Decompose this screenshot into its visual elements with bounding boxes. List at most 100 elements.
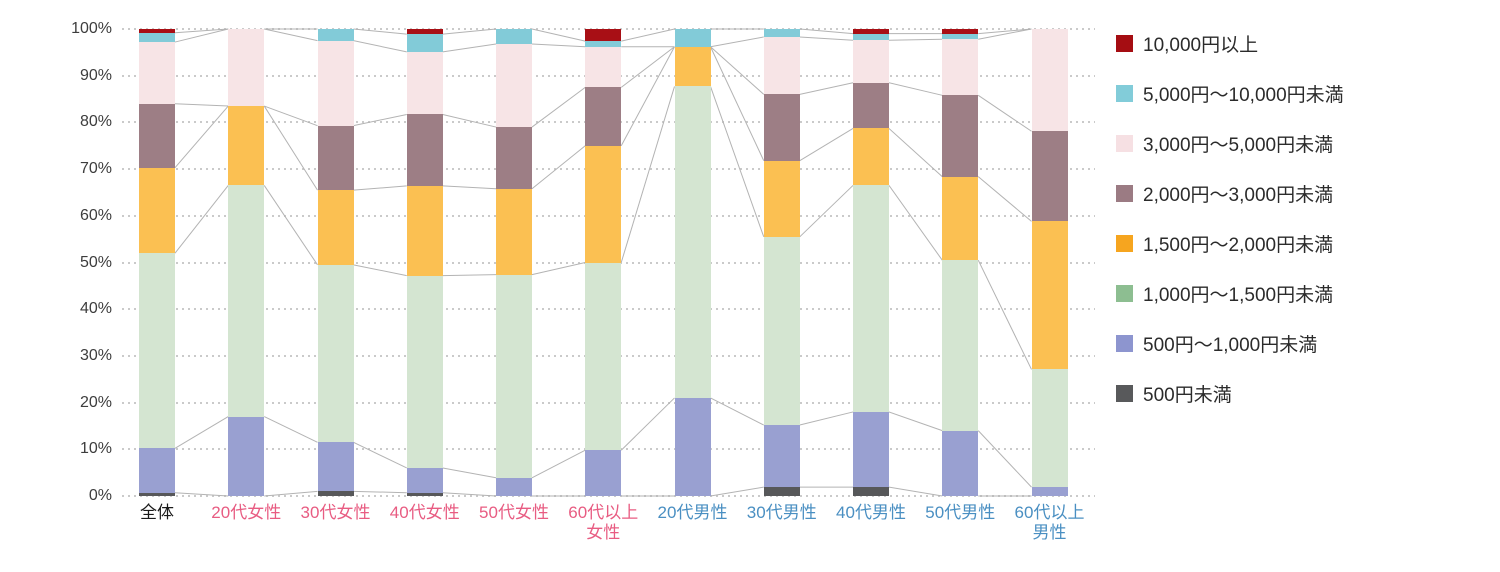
legend-swatch [1116,84,1133,102]
connector-line [353,264,407,277]
x-label-60代以上女性: 60代以上 女性 [568,503,639,542]
bar-30代女性 [317,29,354,496]
connector-line [888,82,943,96]
bar-segment [317,491,354,496]
connector-line [442,113,497,128]
bar-segment [317,264,354,443]
y-tick-label-20: 20% [79,393,112,411]
bar-segment [1031,487,1068,496]
bar-segment [317,442,354,492]
legend-label: 3,000円〜5,000円未満 [1143,134,1334,156]
connector-line [799,128,854,162]
bar-segment [139,253,175,449]
connector-line [710,397,764,426]
bar-segment [585,262,622,451]
bar-segment [139,448,175,493]
bar-全体 [139,29,175,496]
connector-line [264,28,318,42]
legend-swatch [1116,384,1133,402]
bar-segment [674,86,711,398]
connector-line [978,28,1032,40]
connector-line [710,46,765,161]
connector-line [442,43,497,53]
connector-line [710,46,765,95]
connector-line [353,40,407,53]
connector-line [353,28,407,35]
connector-line [264,105,318,127]
legend-label: 10,000円以上 [1143,34,1259,56]
bar-segment [317,29,354,41]
bar-60代以上女性 [585,29,622,496]
connector-line [442,467,497,479]
bar-segment [496,127,532,189]
bar-segment [406,29,443,35]
bar-segment [942,95,979,177]
bar-segment [406,185,443,276]
bar-segment [942,33,979,40]
bar-40代男性 [853,29,889,496]
connector-line [888,411,943,432]
bar-segment [228,416,265,496]
connector-line [174,103,229,107]
x-label-30代男性: 30代男性 [746,503,817,522]
connector-line [353,113,407,127]
bar-segment [406,275,443,468]
bar-segment [853,82,889,129]
bar-segment [406,51,443,115]
bar-segment [763,160,800,237]
connector-line [531,449,586,479]
connector-line [710,486,764,497]
bar-segment [139,167,175,254]
bar-segment [1031,369,1068,488]
legend-item: 10,000円以上 [1116,18,1344,68]
x-label-40代男性: 40代男性 [836,503,906,522]
bar-segment [853,128,889,186]
y-tick-label-90: 90% [79,66,112,84]
bar-segment [853,185,889,412]
connector-line [174,416,229,449]
bar-segment [1031,131,1068,222]
connector-line [442,492,497,497]
legend-item: 1,500円〜2,000円未満 [1116,218,1344,268]
gridline-0 [122,495,1095,497]
bar-30代男性 [763,29,800,496]
legend-label: 500円未満 [1143,384,1232,406]
bar-segment [496,43,532,128]
bar-segment [763,425,800,488]
bar-segment [942,39,979,96]
bar-segment [496,188,532,275]
connector-line [710,36,764,48]
legend-item: 1,000円〜1,500円未満 [1116,268,1344,318]
bar-segment [585,87,622,146]
connector-line [174,28,229,43]
x-label-60代以上男性: 60代以上 男性 [1014,503,1085,542]
connector-line [174,28,229,34]
bar-20代女性 [228,29,265,496]
connector-line [799,185,854,238]
bar-segment [853,411,889,488]
bar-segment [853,29,889,34]
bar-segment [1031,29,1068,132]
bar-segment [763,36,800,95]
y-tick-label-40: 40% [79,300,112,318]
y-tick-label-80: 80% [79,113,112,131]
bar-segment [228,106,265,186]
legend-swatch [1116,34,1133,52]
connector-line [888,38,943,41]
bar-segment [942,176,979,261]
connector-line [620,86,675,263]
x-label-20代女性: 20代女性 [211,503,282,522]
y-tick-label-100: 100% [71,20,112,37]
connector-line [710,86,765,237]
legend-item: 500円未満 [1116,368,1344,418]
bar-segment [942,430,979,496]
legend-swatch [1116,234,1133,252]
bar-segment [585,450,622,496]
y-tick-label-10: 10% [79,440,112,458]
bar-segment [853,40,889,83]
bar-segment [585,41,622,47]
bar-segment [139,32,175,43]
bar-segment [317,190,354,265]
bar-segment [406,114,443,186]
